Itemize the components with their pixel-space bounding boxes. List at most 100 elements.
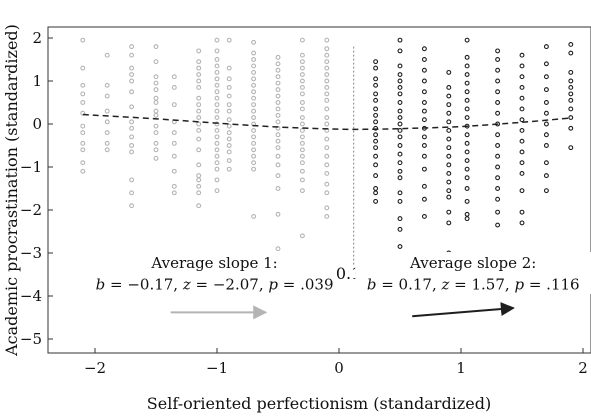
annotation-backdrop: [355, 252, 591, 295]
data-point-high: [397, 78, 403, 84]
data-point-high: [519, 171, 525, 176]
data-point-high: [446, 145, 452, 151]
data-point-low: [324, 121, 330, 127]
y-axis: −5 −4 −3 −2 −1 0 1 2: [20, 29, 53, 348]
data-point-high: [397, 168, 403, 174]
annotation-backdrop: [96, 252, 333, 295]
data-point-high: [421, 89, 427, 95]
data-point-high: [464, 140, 470, 146]
data-point-high: [397, 91, 403, 97]
data-point-high: [397, 115, 403, 121]
data-point-high: [543, 110, 549, 116]
data-point-high: [446, 188, 452, 194]
data-point-low: [129, 177, 135, 183]
data-point-low: [104, 93, 110, 99]
data-point-high: [519, 84, 525, 90]
data-point-low: [251, 153, 257, 159]
data-point-high: [446, 102, 452, 108]
data-point-high: [397, 244, 403, 250]
data-point-high: [519, 209, 525, 215]
data-point-low: [226, 123, 232, 129]
data-point-high: [421, 108, 427, 114]
data-point-low: [153, 123, 159, 129]
data-point-high: [495, 57, 501, 62]
data-point-low: [153, 112, 159, 118]
data-point-low: [324, 145, 330, 151]
data-point-low: [251, 50, 257, 56]
data-point-low: [214, 48, 220, 54]
data-point-high: [446, 119, 452, 125]
data-point-low: [214, 121, 220, 127]
data-point-low: [153, 100, 159, 105]
data-point-low: [251, 95, 257, 101]
data-point-low: [226, 65, 232, 71]
data-point-low: [226, 102, 232, 108]
data-point-low: [129, 203, 135, 209]
data-point-low: [275, 186, 281, 191]
data-point-low: [196, 84, 202, 90]
annotation-stats: b = 0.17, z = 1.57, p = .116: [367, 276, 580, 294]
data-point-high: [397, 48, 403, 54]
data-point-high: [446, 84, 452, 90]
data-point-low: [324, 46, 330, 52]
data-point-high: [373, 145, 379, 151]
data-point-low: [226, 108, 232, 114]
data-point-high: [568, 91, 574, 97]
data-point-high: [464, 132, 470, 138]
data-point-high: [373, 198, 379, 204]
data-point-high: [568, 69, 574, 75]
data-point-low: [299, 65, 305, 71]
data-point-high: [421, 183, 427, 189]
annotation-p-value: .039: [300, 276, 333, 294]
data-point-low: [251, 57, 257, 62]
data-point-high: [397, 198, 403, 204]
annotation-b-value: −0.17: [127, 276, 173, 294]
data-point-low: [299, 153, 305, 159]
data-point-low: [153, 44, 159, 50]
data-point-high: [421, 153, 427, 159]
data-point-low: [251, 89, 257, 95]
y-axis-title: Academic procrastination (standardized): [2, 24, 21, 357]
data-point-low: [104, 147, 110, 153]
data-point-high: [519, 220, 525, 226]
data-point-low: [299, 177, 305, 183]
data-point-high: [464, 211, 470, 217]
data-point-low: [129, 104, 135, 110]
data-point-high: [464, 97, 470, 103]
data-point-low: [214, 76, 220, 82]
data-point-low: [324, 136, 330, 142]
data-point-high: [464, 80, 470, 86]
data-point-low: [104, 108, 110, 114]
data-point-low: [226, 166, 232, 172]
data-point-high: [421, 100, 427, 105]
data-point-high: [519, 160, 525, 166]
data-point-low: [196, 128, 202, 133]
data-point-low: [80, 160, 86, 166]
data-point-low: [324, 171, 330, 176]
data-point-low: [80, 65, 86, 71]
data-point-high: [568, 125, 574, 131]
data-point-low: [226, 136, 232, 142]
data-point-high: [397, 151, 403, 157]
data-point-low: [226, 76, 232, 82]
data-point-high: [519, 95, 525, 101]
data-point-high: [464, 216, 470, 222]
trend-curve: [82, 113, 571, 131]
data-point-low: [324, 84, 330, 90]
data-point-low: [226, 158, 232, 164]
data-points: [80, 37, 574, 269]
data-point-high: [397, 84, 403, 90]
data-point-low: [275, 112, 281, 118]
data-point-low: [80, 82, 86, 88]
data-point-low: [129, 134, 135, 140]
data-point-low: [80, 37, 86, 43]
data-point-low: [171, 84, 177, 90]
data-point-high: [397, 108, 403, 114]
data-point-low: [275, 80, 281, 86]
data-point-high: [373, 82, 379, 88]
data-point-low: [214, 188, 220, 194]
data-point-low: [104, 119, 110, 125]
data-point-high: [446, 93, 452, 99]
data-point-low: [299, 121, 305, 127]
data-point-low: [324, 72, 330, 78]
